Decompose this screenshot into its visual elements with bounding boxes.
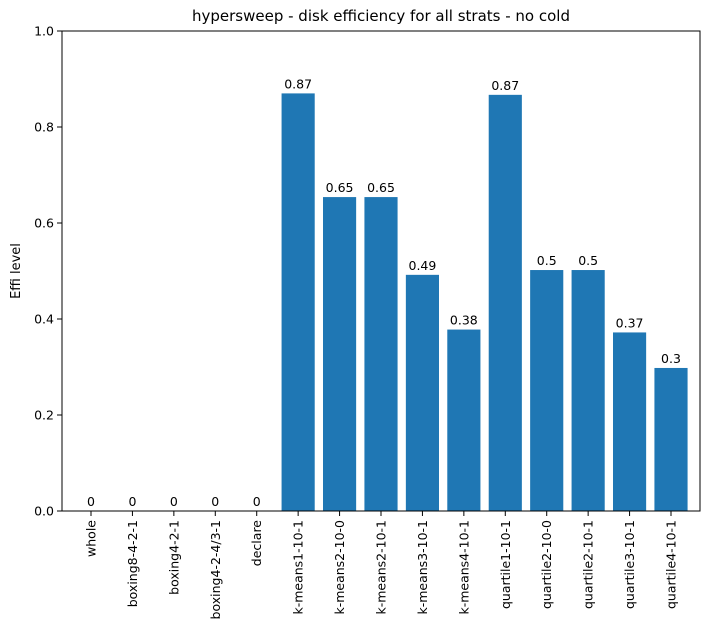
bar-12 <box>571 270 605 511</box>
x-tick-label: k-means2-10-1 <box>374 520 389 615</box>
bar-9 <box>447 329 481 511</box>
x-tick-label: quartile4-10-1 <box>664 520 679 609</box>
y-axis: 0.0 0.2 0.4 0.6 0.8 1.0 <box>34 24 62 519</box>
x-axis: whole boxing8-4-2-1 boxing4-2-1 boxing4-2-4… <box>84 511 679 619</box>
bar-data-label: 0.65 <box>367 180 395 195</box>
y-tick-label: 0.6 <box>34 216 54 231</box>
bar-13 <box>613 332 647 511</box>
bar-data-label: 0.3 <box>661 351 681 366</box>
y-tick-label: 0.4 <box>34 312 54 327</box>
chart-title: hypersweep - disk efficiency for all str… <box>192 7 570 25</box>
bar-data-label: 0.37 <box>616 315 644 330</box>
y-tick-label: 0.0 <box>34 504 54 519</box>
x-tick-label: whole <box>84 520 99 557</box>
bar-data-label: 0.87 <box>284 76 312 91</box>
bar-5 <box>281 93 315 512</box>
bar-data-label: 0.87 <box>491 78 519 93</box>
x-tick-label: k-means4-10-1 <box>456 520 471 615</box>
x-tick-label: boxing4-2-4/3-1 <box>208 520 223 619</box>
bar-6 <box>323 197 357 511</box>
bar-data-label: 0 <box>87 494 95 509</box>
y-tick-label: 1.0 <box>34 24 54 39</box>
x-tick-label: boxing4-2-1 <box>166 520 181 595</box>
bar-14 <box>654 367 688 511</box>
bar-data-label: 0 <box>253 494 261 509</box>
bar-data-label: 0.65 <box>326 180 354 195</box>
bar-7 <box>364 197 398 511</box>
bar-data-label: 0 <box>170 494 178 509</box>
x-tick-label: k-means3-10-1 <box>415 520 430 615</box>
bar-data-label: 0.38 <box>450 313 478 328</box>
x-tick-label: quartile3-10-1 <box>622 520 637 609</box>
bar-11 <box>530 270 564 511</box>
y-axis-label: Effi level <box>9 243 24 299</box>
y-tick-label: 0.8 <box>34 120 54 135</box>
x-tick-label: boxing8-4-2-1 <box>125 520 140 607</box>
plot-frame <box>61 30 701 512</box>
y-tick-label: 0.2 <box>34 408 54 423</box>
x-tick-label: quartile1-10-1 <box>498 520 513 609</box>
bar-10 <box>488 94 522 511</box>
x-tick-label: k-means2-10-0 <box>332 520 347 615</box>
bar-8 <box>405 274 439 511</box>
bar-data-label: 0 <box>211 494 219 509</box>
x-tick-label: k-means1-10-1 <box>291 520 306 615</box>
x-tick-label: quartile2-10-1 <box>581 520 596 609</box>
bar-data-label: 0 <box>128 494 136 509</box>
x-tick-label: quartile2-10-0 <box>539 520 554 609</box>
bars: 0 0 0 0 0 0.87 0.65 0.65 0.49 0.38 0.87 0.5 0.5 0.37 0… <box>87 76 688 512</box>
x-tick-label: declare <box>249 520 264 566</box>
bar-data-label: 0.5 <box>537 253 557 268</box>
bar-data-label: 0.5 <box>578 253 598 268</box>
bar-data-label: 0.49 <box>409 258 437 273</box>
